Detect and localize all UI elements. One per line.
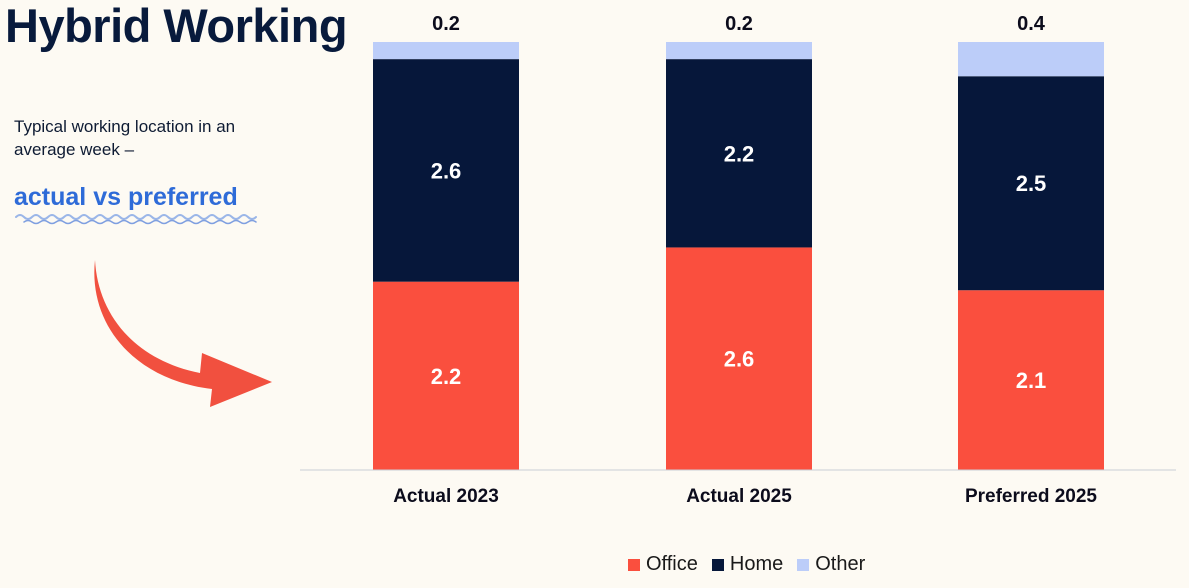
legend-swatch-other: [797, 558, 810, 571]
legend-item-home: Home: [711, 553, 784, 576]
arrow-icon: [94, 260, 272, 407]
data-label-home-actual-2025: 2.2: [724, 141, 755, 166]
legend-label-other: Other: [815, 553, 866, 575]
x-tick-actual-2023: Actual 2023: [393, 486, 499, 507]
data-label-other-preferred-2025: 0.4: [1017, 13, 1046, 35]
bar-other-actual-2025: [666, 42, 812, 60]
squiggle-underline: [15, 214, 257, 225]
data-label-office-preferred-2025: 2.1: [1016, 368, 1047, 393]
data-label-other-actual-2025: 0.2: [725, 13, 753, 35]
legend-item-other: Other: [797, 553, 865, 576]
bar-other-actual-2023: [373, 42, 519, 60]
data-label-other-actual-2023: 0.2: [432, 13, 460, 35]
data-label-office-actual-2023: 2.2: [431, 364, 462, 389]
x-tick-preferred-2025: Preferred 2025: [965, 486, 1097, 507]
bar-office-preferred-2025: [958, 290, 1104, 470]
data-label-home-actual-2023: 2.6: [431, 158, 462, 183]
legend-label-office: Office: [646, 553, 698, 575]
data-label-home-preferred-2025: 2.5: [1016, 171, 1047, 196]
bar-office-actual-2025: [666, 247, 812, 470]
legend-swatch-home: [711, 558, 724, 571]
legend-label-home: Home: [729, 553, 784, 575]
bar-office-actual-2023: [373, 281, 519, 470]
bar-home-actual-2025: [666, 59, 812, 248]
bar-other-preferred-2025: [958, 42, 1104, 77]
legend-item-office: Office: [628, 553, 698, 576]
page-title: Hybrid Working: [5, 0, 348, 52]
data-label-office-actual-2025: 2.6: [724, 347, 755, 372]
bar-home-preferred-2025: [958, 76, 1104, 291]
x-tick-actual-2025: Actual 2025: [686, 486, 792, 507]
chart-description: Typical working location in an average w…: [14, 117, 236, 159]
legend: Office Home Other: [628, 553, 879, 576]
legend-swatch-office: [628, 558, 640, 571]
bar-home-actual-2023: [373, 59, 519, 282]
highlight-text: actual vs preferred: [14, 183, 238, 211]
